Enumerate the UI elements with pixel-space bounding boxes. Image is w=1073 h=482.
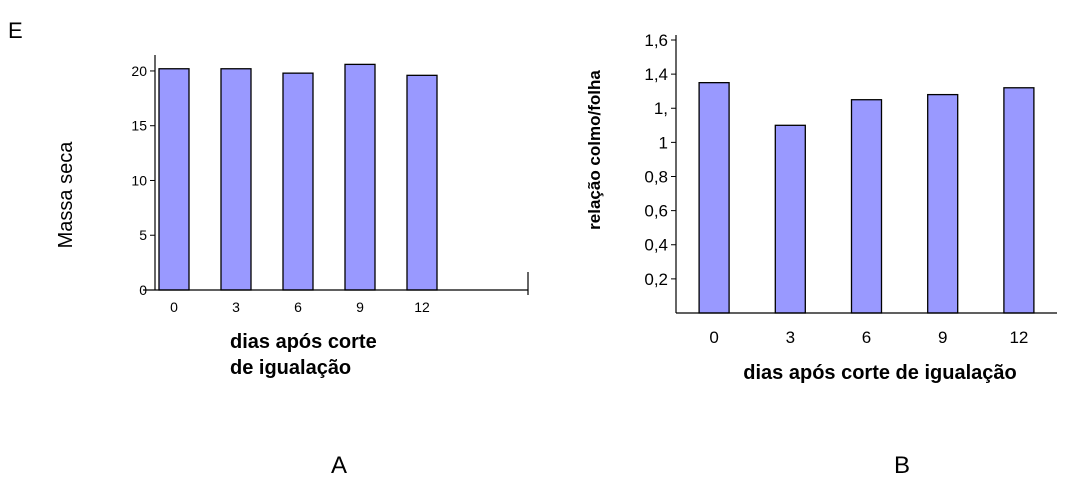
x-tick-label-b-9: 9	[938, 328, 947, 347]
y-tick-label-b-7: 1,6	[644, 31, 668, 50]
bar-a-12	[406, 74, 438, 291]
x-tick-label-a-6: 6	[294, 299, 302, 315]
x-axis-label-a-line-1: dias após corte	[230, 331, 377, 353]
bar-b-12	[1003, 87, 1035, 314]
bar-b-9	[927, 93, 959, 314]
figure-corner-letter: E	[8, 18, 23, 43]
y-tick-label-a-1: 5	[139, 227, 147, 243]
x-tick-label-a-0: 0	[170, 299, 178, 315]
y-tick-label-b-5: 1,	[654, 99, 668, 118]
panel-label-a: A	[331, 452, 348, 479]
chart-b: 0 3 6 9 12 0,2 0,4 0,6 0,8 1 1, 1,4 1,6 dias após cor…	[585, 31, 1057, 384]
x-axis-label-a-line-2: de igualação	[230, 357, 351, 379]
bar-a-6	[282, 72, 314, 291]
y-tick-label-b-4: 1	[659, 133, 668, 152]
y-axis-label-a: Massa seca	[55, 141, 77, 249]
x-tick-label-b-0: 0	[709, 328, 718, 347]
x-tick-label-a-12: 12	[414, 299, 430, 315]
y-tick-label-a-4: 20	[131, 63, 147, 79]
chart-a: 0 3 6 9 12 0 5 10 15 20 dias após corte de igualaçã…	[55, 55, 529, 379]
x-tick-label-a-3: 3	[232, 299, 240, 315]
bar-a-9	[344, 63, 376, 291]
x-tick-label-b-6: 6	[862, 328, 871, 347]
y-tick-label-b-6: 1,4	[644, 65, 668, 84]
panel-label-b: B	[894, 452, 911, 479]
y-tick-label-b-2: 0,6	[644, 202, 668, 221]
x-axis-label-b-line-1: dias após corte de igualação	[743, 362, 1016, 384]
x-tick-label-b-12: 12	[1009, 328, 1028, 347]
bar-b-0	[698, 82, 730, 314]
y-tick-label-a-3: 15	[131, 118, 147, 134]
y-tick-label-a-2: 10	[131, 172, 147, 188]
bar-a-0	[158, 68, 190, 291]
bar-a-3	[220, 68, 252, 291]
y-tick-label-b-0: 0,2	[644, 270, 668, 289]
y-tick-label-b-1: 0,4	[644, 236, 668, 255]
bar-b-6	[850, 99, 883, 314]
x-tick-label-b-3: 3	[786, 328, 795, 347]
y-tick-label-b-3: 0,8	[644, 167, 668, 186]
y-axis-label-b: relação colmo/folha	[585, 70, 604, 230]
x-tick-label-a-9: 9	[356, 299, 364, 315]
y-tick-label-a-0: 0	[139, 282, 147, 298]
bar-b-3	[774, 124, 806, 314]
